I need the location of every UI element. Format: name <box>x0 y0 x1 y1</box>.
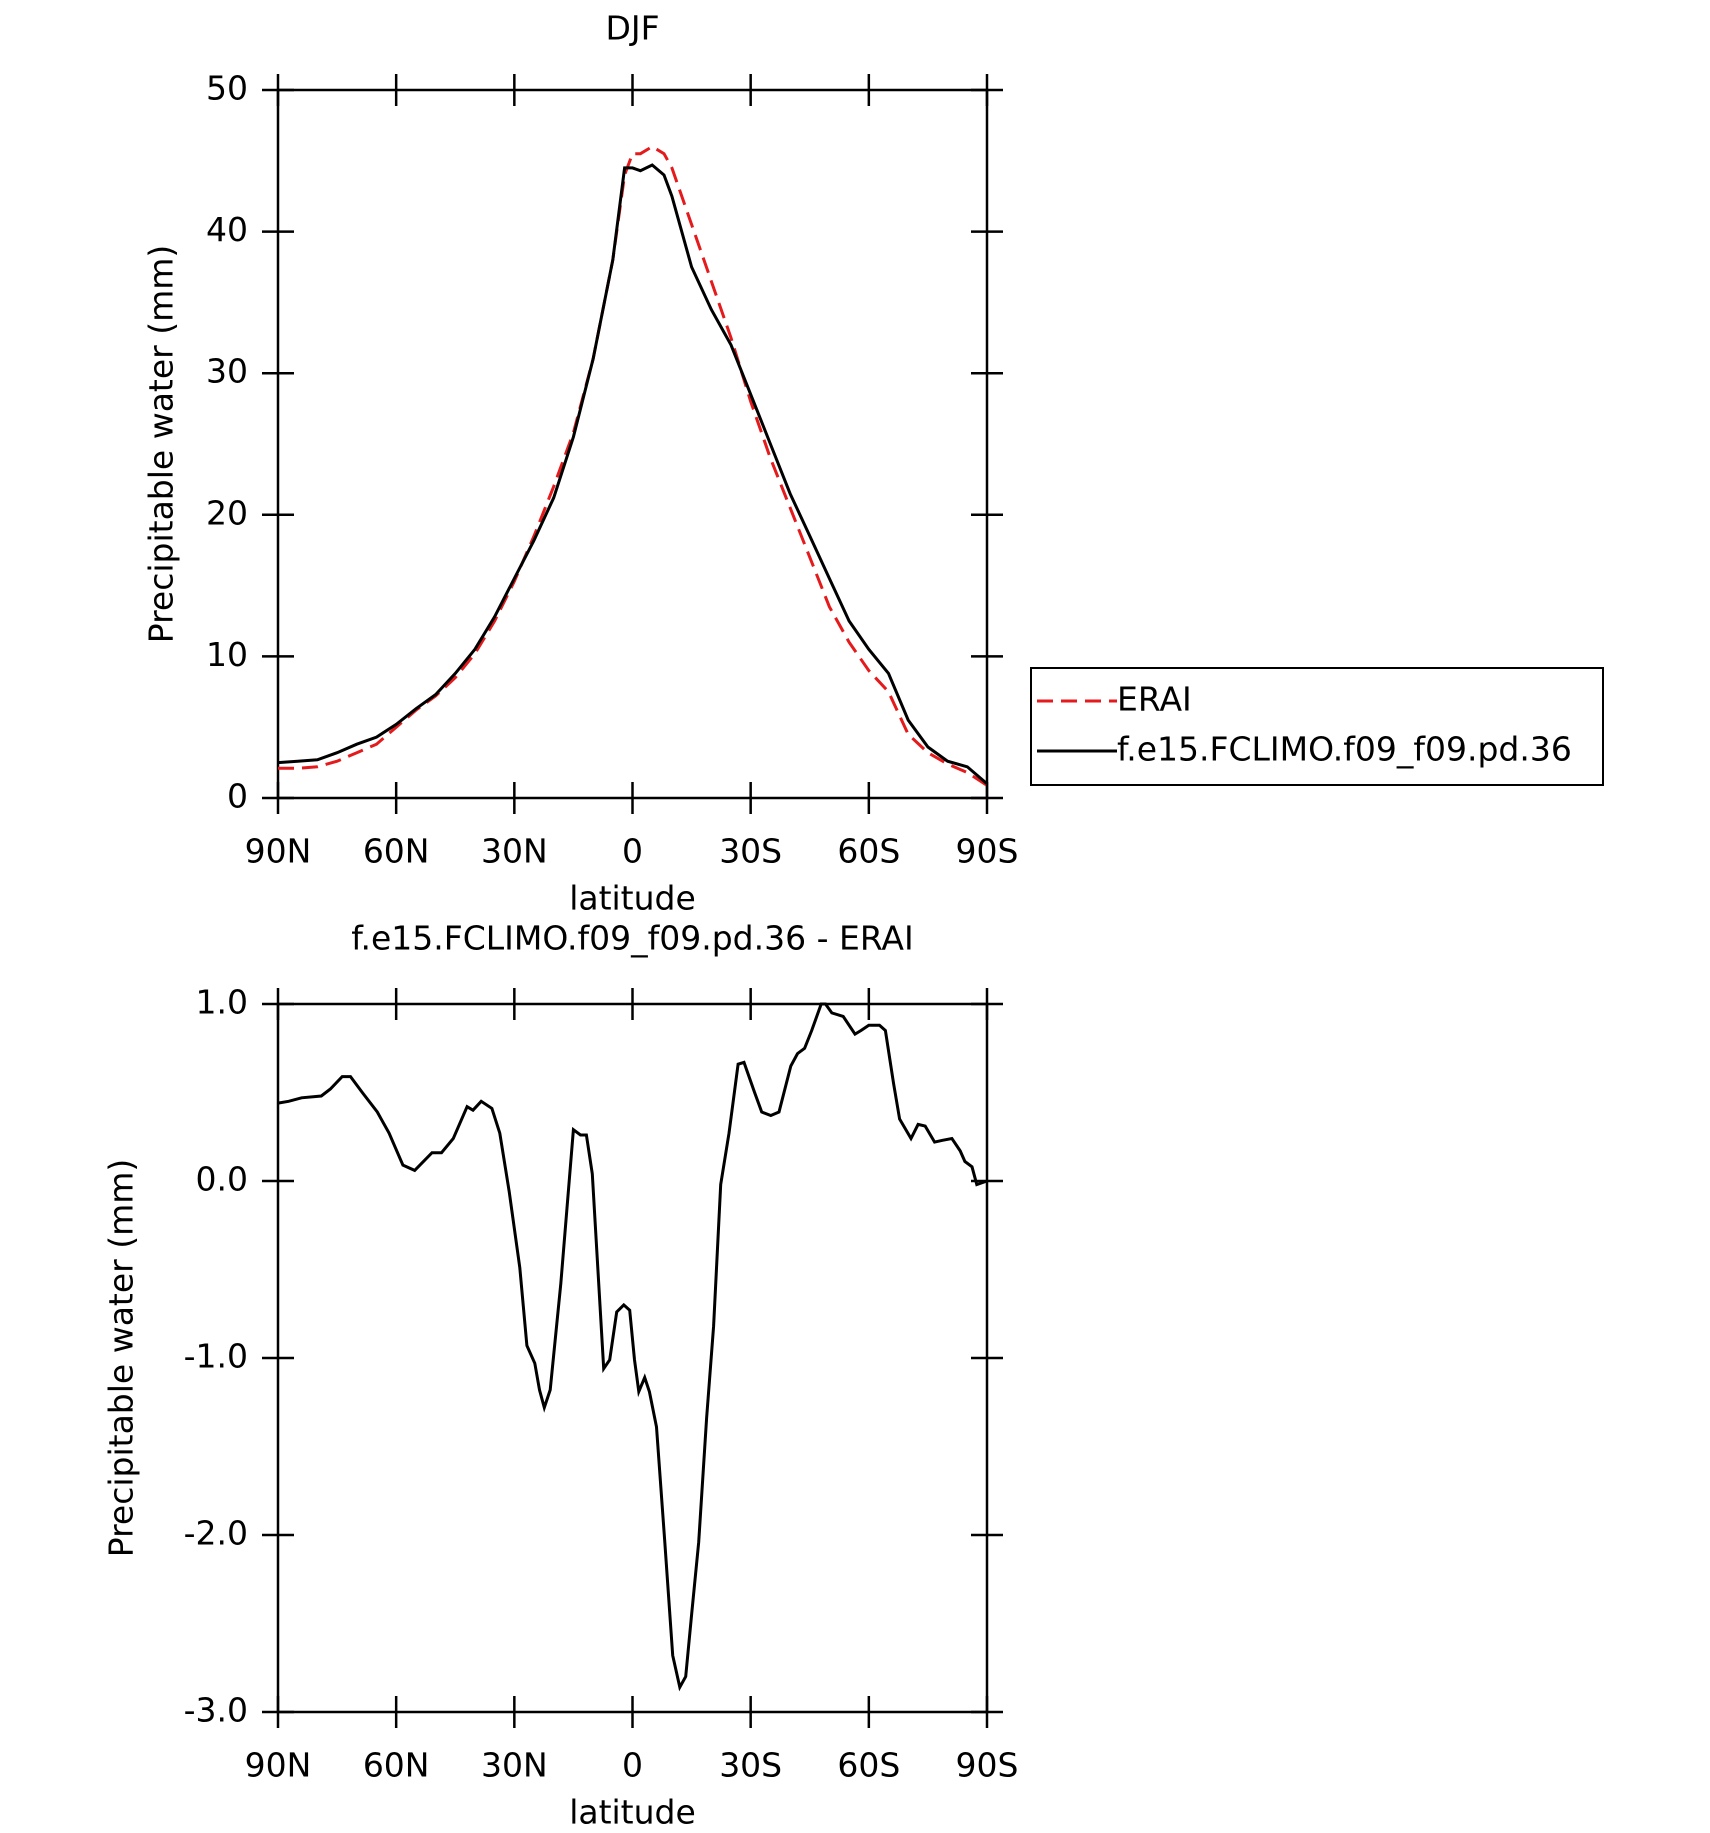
y-axis-label: Precipitable water (mm) <box>142 245 181 644</box>
x-tick-label: 90N <box>245 1746 312 1785</box>
y-axis-label: Precipitable water (mm) <box>102 1159 141 1558</box>
x-tick-label: 90S <box>956 1746 1019 1785</box>
x-tick-label: 60S <box>837 1746 900 1785</box>
x-tick-label: 0 <box>622 1746 643 1785</box>
x-tick-label: 60N <box>363 832 430 871</box>
y-tick-label: -1.0 <box>184 1337 248 1376</box>
x-tick-label: 90N <box>245 832 312 871</box>
x-tick-label: 30N <box>481 1746 548 1785</box>
x-tick-label: 60N <box>363 1746 430 1785</box>
x-tick-label: 30N <box>481 832 548 871</box>
y-tick-label: 0 <box>227 777 248 816</box>
y-tick-label: -3.0 <box>184 1691 248 1730</box>
legend-label: f.e15.FCLIMO.f09_f09.pd.36 <box>1117 730 1572 769</box>
plot-frame <box>276 88 989 800</box>
data-line <box>278 144 988 787</box>
chart-title: DJF <box>605 9 659 48</box>
x-tick-label: 30S <box>719 1746 782 1785</box>
y-tick-label: 50 <box>206 69 248 108</box>
data-line <box>277 1002 988 1692</box>
legend-label: ERAI <box>1117 680 1192 719</box>
y-tick-label: 20 <box>206 493 248 532</box>
y-tick-label: 0.0 <box>196 1160 248 1199</box>
x-tick-label: 90S <box>956 832 1019 871</box>
x-axis-label: latitude <box>569 879 696 918</box>
plot-frame <box>276 1002 989 1714</box>
x-tick-label: 30S <box>719 832 782 871</box>
x-axis-label: latitude <box>569 1793 696 1832</box>
y-tick-label: 30 <box>206 352 248 391</box>
x-tick-label: 60S <box>837 832 900 871</box>
y-tick-label: 10 <box>206 635 248 674</box>
x-tick-label: 0 <box>622 832 643 871</box>
y-tick-label: 1.0 <box>196 983 248 1022</box>
chart-title: f.e15.FCLIMO.f09_f09.pd.36 - ERAI <box>351 919 913 958</box>
y-tick-label: -2.0 <box>184 1514 248 1553</box>
legend-box <box>1030 667 1604 786</box>
y-tick-label: 40 <box>206 210 248 249</box>
data-line <box>277 163 988 785</box>
